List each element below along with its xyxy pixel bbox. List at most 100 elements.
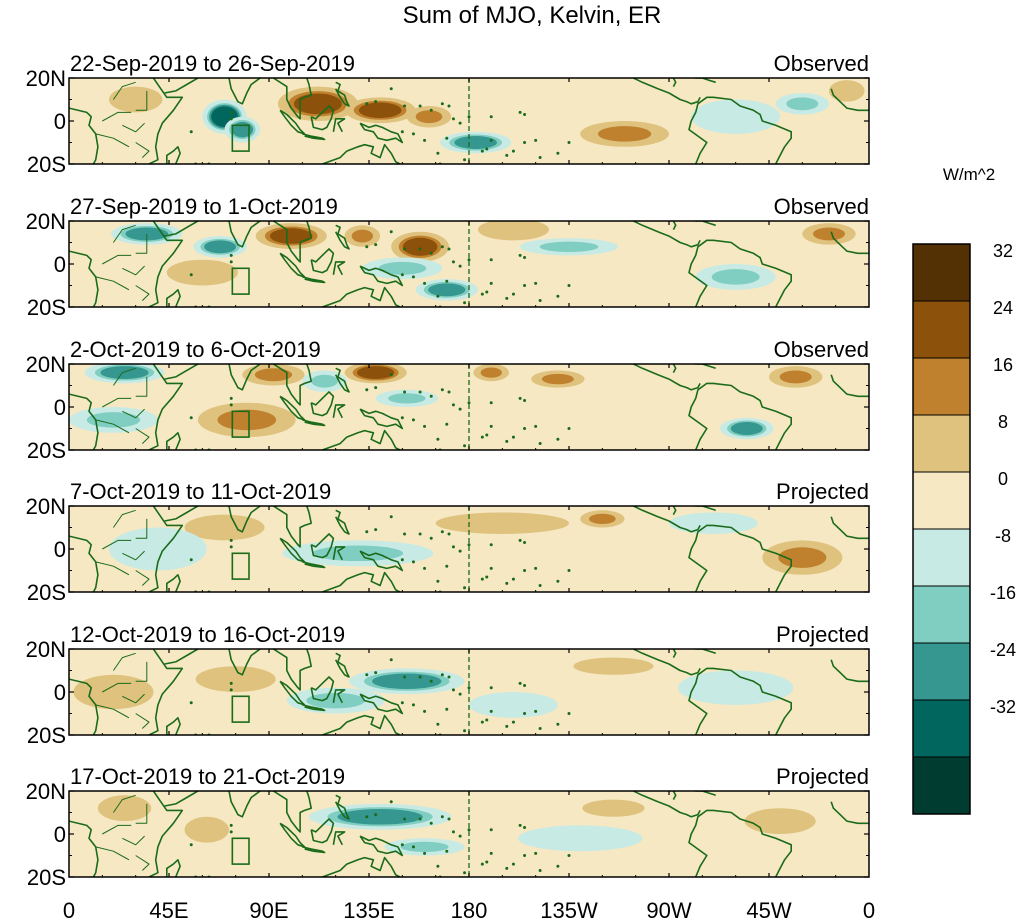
anomaly-contour	[378, 261, 427, 275]
panel-status-label: Observed	[774, 194, 869, 219]
coastline	[334, 224, 350, 250]
coastline	[693, 649, 716, 655]
country-border	[135, 803, 148, 824]
island-dot	[400, 843, 404, 847]
anomaly-contour	[73, 674, 154, 710]
island-dot	[374, 671, 378, 675]
anomaly-contour	[691, 99, 781, 134]
country-border	[135, 376, 148, 397]
island-dot	[229, 830, 233, 834]
island-dot	[489, 115, 493, 119]
country-border	[95, 846, 130, 861]
anomaly-contour	[415, 110, 443, 124]
colorbar-swatch	[912, 756, 971, 815]
coastline	[69, 107, 99, 164]
y-tick-label: 0	[54, 252, 66, 277]
island-dot	[489, 543, 493, 547]
country-border	[102, 397, 132, 408]
anomaly-contour	[97, 795, 152, 822]
island-dot	[400, 130, 404, 134]
island-dot	[229, 110, 233, 114]
island-dot	[403, 247, 407, 251]
anomaly-contour	[311, 374, 338, 388]
anomaly-contour	[428, 283, 466, 297]
coastline	[272, 791, 312, 833]
anomaly-contour	[744, 808, 816, 834]
coastline	[334, 794, 350, 820]
coastline	[633, 649, 701, 676]
y-tick-label: 20N	[26, 209, 66, 234]
island-dot	[518, 538, 522, 542]
anomaly-contour	[813, 227, 845, 241]
island-dot	[480, 435, 484, 439]
coastline	[332, 118, 346, 133]
coastline	[322, 571, 401, 592]
coastline	[227, 221, 262, 248]
coastline	[322, 714, 401, 735]
anomaly-contour	[779, 370, 812, 384]
colorbar-tick-label: -8	[995, 526, 1011, 546]
country-border	[135, 661, 148, 682]
island-dot	[556, 722, 560, 726]
island-dot	[556, 437, 560, 441]
island-dot	[229, 260, 233, 264]
island-dot	[365, 815, 369, 819]
coastline	[693, 791, 716, 797]
island-dot	[463, 158, 467, 162]
panel-period-label: 7-Oct-2019 to 11-Oct-2019	[70, 479, 331, 504]
island-dot	[523, 427, 527, 430]
x-tick-label: 180	[451, 898, 488, 923]
coastline	[272, 221, 312, 263]
coastline	[272, 78, 312, 120]
island-dot	[389, 87, 393, 91]
country-border	[135, 90, 148, 111]
country-border	[135, 570, 150, 586]
coastline	[166, 574, 181, 592]
x-tick-label: 135W	[540, 898, 598, 923]
coastline	[166, 432, 181, 450]
island-dot	[534, 851, 538, 855]
island-dot	[485, 290, 489, 294]
coastline	[670, 78, 677, 87]
island-dot	[389, 373, 393, 377]
country-border	[112, 794, 136, 813]
island-dot	[436, 722, 440, 726]
island-dot	[189, 701, 193, 705]
colorbar: W/m^2 32 24 16 8 0 -8 -16 -24 -32	[912, 165, 1016, 815]
island-dot	[518, 396, 522, 400]
island-dot	[511, 292, 515, 296]
island-dot	[489, 424, 493, 428]
coastline	[633, 78, 701, 105]
panel-status-label: Projected	[776, 479, 869, 504]
island-dot	[480, 577, 484, 581]
coastline	[359, 693, 404, 715]
island-dot	[423, 851, 427, 855]
island-dot	[423, 424, 427, 428]
country-border	[95, 133, 130, 148]
coastline	[272, 506, 312, 548]
coastline	[688, 667, 792, 735]
island-dot	[436, 864, 440, 868]
island-dot	[567, 141, 571, 144]
panel: 20N 0 20S 2-Oct-2019 to 6-Oct-2019 Observed	[26, 337, 870, 463]
island-dot	[538, 727, 542, 731]
island-dot	[518, 253, 522, 257]
island-dot	[485, 860, 489, 864]
x-axis: 0 45E 90E 135E 180 135W 90W 45W 0	[63, 898, 875, 923]
colorbar-swatch	[912, 243, 971, 302]
coastline	[332, 261, 346, 276]
coastline	[310, 248, 335, 274]
coastline	[164, 221, 199, 237]
island-dot	[429, 108, 433, 112]
panel-period-label: 2-Oct-2019 to 6-Oct-2019	[70, 337, 321, 362]
island-dot	[411, 132, 415, 136]
country-border	[135, 518, 148, 539]
coastline	[830, 88, 869, 112]
colorbar-tick-label: 16	[993, 355, 1013, 375]
coastline	[670, 791, 677, 800]
island-dot	[389, 230, 393, 234]
island-dot	[445, 422, 449, 426]
colorbar-swatch	[912, 528, 971, 587]
island-dot	[403, 817, 407, 821]
anomaly-field	[69, 78, 869, 164]
